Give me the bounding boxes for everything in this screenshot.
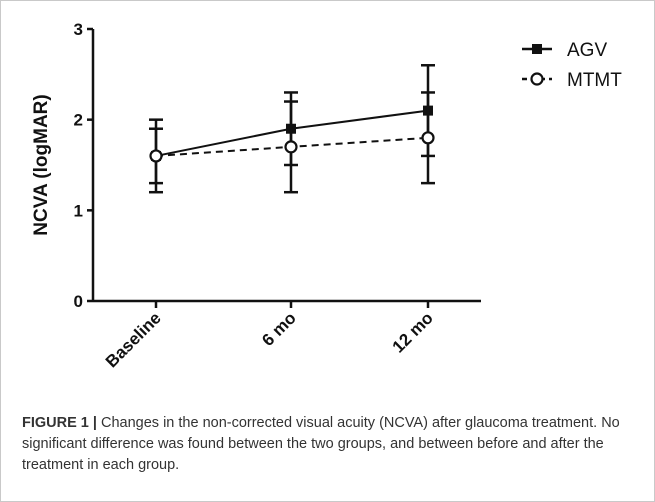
legend-marker-agv: [532, 44, 542, 54]
y-tick-label: 2: [74, 111, 83, 130]
y-tick-label: 1: [74, 201, 83, 220]
line-chart: 0 1 2 3 Baseline 6 mo 12 mo NCVA (logMAR) AGV MTM…: [31, 20, 622, 371]
caption-label: FIGURE 1 |: [22, 415, 97, 431]
x-tick-label: 12 mo: [389, 308, 437, 356]
x-tick-label: 6 mo: [258, 308, 299, 349]
legend-marker-mtmt: [530, 72, 544, 86]
legend-label-agv: AGV: [567, 40, 607, 61]
y-tick-label: 0: [74, 292, 83, 311]
x-tick-label: Baseline: [102, 308, 165, 371]
y-tick-label: 3: [74, 20, 83, 39]
y-axis-title: NCVA (logMAR): [31, 94, 52, 235]
figure-caption: FIGURE 1 | Changes in the non-corrected …: [22, 413, 642, 476]
legend-label-mtmt: MTMT: [567, 70, 622, 91]
mtmt-point: [421, 131, 435, 145]
caption-text: Changes in the non-corrected visual acui…: [22, 415, 620, 473]
mtmt-point: [149, 149, 163, 163]
mtmt-point: [284, 140, 298, 154]
